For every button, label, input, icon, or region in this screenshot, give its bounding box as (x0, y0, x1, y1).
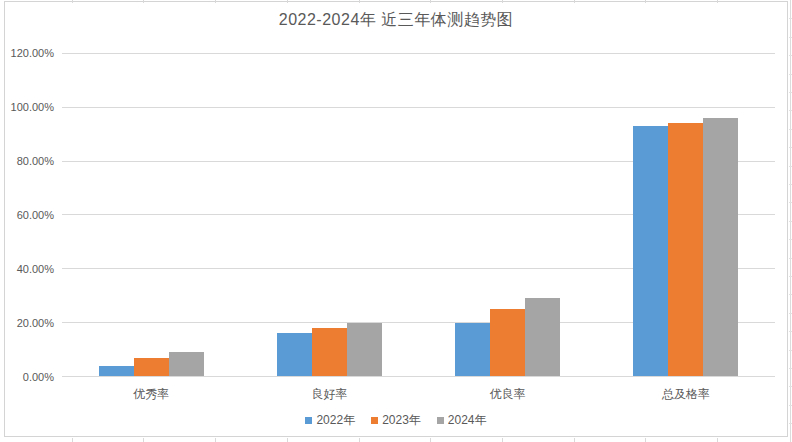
x-axis-category-label: 总及格率 (616, 386, 756, 403)
sheet-column-stub-bottom (574, 438, 575, 442)
y-axis-tick-label: 60.00% (0, 207, 54, 223)
legend-swatch-2024-icon (437, 417, 444, 424)
y-axis-tick-label: 20.00% (0, 315, 54, 331)
bar-2022年-优秀率 (99, 366, 134, 377)
spreadsheet-chart-screenshot: 2022-2024年 近三年体测趋势图 0.00%20.00%40.00%60.… (0, 0, 792, 442)
bar-2023年-优良率 (490, 309, 525, 376)
bar-2024年-良好率 (347, 323, 382, 377)
legend: 2022年 2023年 2024年 (0, 411, 792, 429)
sheet-column-stub-bottom (717, 438, 718, 442)
y-axis-tick-label: 40.00% (0, 261, 54, 277)
sheet-column-stub-bottom (215, 438, 216, 442)
sheet-column-stub-top (359, 0, 360, 3)
sheet-column-stub-bottom (72, 438, 73, 442)
sheet-column-stub-top (143, 0, 144, 3)
bar-2023年-良好率 (312, 328, 347, 376)
sheet-column-stub-top (430, 0, 431, 3)
plot-area: 0.00% 20.00% 40.00% 60.00% 80.00% 100.00% 120.… (0, 0, 792, 442)
sheet-column-stub-top (215, 0, 216, 3)
sheet-column-stub-top (287, 0, 288, 3)
sheet-column-stub-top (574, 0, 575, 3)
sheet-column-stub-bottom (359, 438, 360, 442)
bar-2024年-总及格率 (703, 118, 738, 377)
legend-swatch-2022-icon (305, 417, 312, 424)
y-axis-tick-label: 100.00% (0, 99, 54, 115)
legend-swatch-2023-icon (371, 417, 378, 424)
bar-2022年-优良率 (455, 323, 490, 377)
x-axis-category-label: 优良率 (438, 386, 578, 403)
y-axis-tick-label: 80.00% (0, 153, 54, 169)
gridline (62, 53, 775, 54)
bar-2024年-优秀率 (169, 352, 204, 376)
sheet-column-stub-top (717, 0, 718, 3)
legend-item-2022: 2022年 (305, 412, 355, 429)
sheet-column-stub-bottom (287, 438, 288, 442)
legend-label-2024: 2024年 (448, 412, 487, 429)
sheet-column-stub-bottom (502, 438, 503, 442)
sheet-column-stub-top (72, 0, 73, 3)
sheet-column-stub-top (502, 0, 503, 3)
gridline (62, 107, 775, 108)
sheet-column-stub-bottom (143, 438, 144, 442)
x-axis-category-label: 良好率 (259, 386, 399, 403)
y-axis-tick-label: 0.00% (0, 369, 54, 385)
bar-2023年-总及格率 (668, 123, 703, 376)
sheet-column-stub-top (645, 0, 646, 3)
bar-2024年-优良率 (525, 298, 560, 376)
sheet-column-stub-bottom (645, 438, 646, 442)
legend-label-2022: 2022年 (316, 412, 355, 429)
legend-label-2023: 2023年 (382, 412, 421, 429)
bar-2022年-良好率 (277, 333, 312, 376)
y-axis-tick-label: 120.00% (0, 45, 54, 61)
legend-item-2024: 2024年 (437, 412, 487, 429)
bar-2023年-优秀率 (134, 358, 169, 377)
legend-item-2023: 2023年 (371, 412, 421, 429)
sheet-column-stub-bottom (430, 438, 431, 442)
bar-2022年-总及格率 (633, 126, 668, 376)
x-axis-category-label: 优秀率 (81, 386, 221, 403)
